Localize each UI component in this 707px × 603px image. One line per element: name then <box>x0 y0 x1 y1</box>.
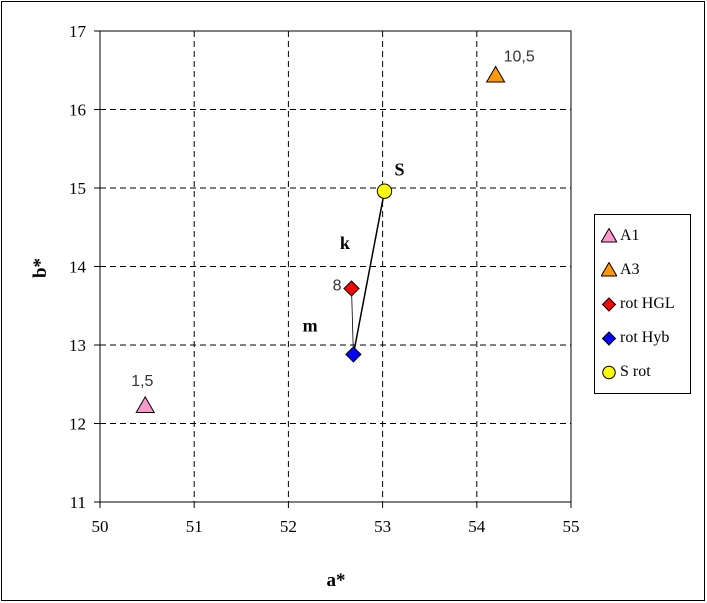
annotation-m: m <box>303 316 318 336</box>
y-tick-label: 15 <box>69 179 86 198</box>
legend-marker-triangle-icon <box>601 262 617 277</box>
grid-layer <box>100 31 571 502</box>
legend-marker-shape <box>601 297 617 312</box>
legend-marker-circle-icon <box>602 365 616 380</box>
annotation-k: k <box>340 233 350 253</box>
y-tick-label: 13 <box>69 336 86 355</box>
x-tick-label: 53 <box>374 517 391 536</box>
data-point-rot-hyb <box>345 346 362 363</box>
legend: A1 A3 rot HGL rot Hyb S rot <box>594 214 691 394</box>
tick-layer: 50 51 52 53 54 55 11 12 13 14 15 16 17 <box>69 22 580 536</box>
data-labels: 1,5 10,5 8 Sk m <box>131 49 535 390</box>
legend-marker-shape <box>602 365 616 380</box>
legend-item-rot-hyb: rot Hyb <box>601 321 690 355</box>
y-tick-label: 11 <box>70 493 86 512</box>
legend-marker-triangle-icon <box>601 228 617 243</box>
legend-item-a1: A1 <box>601 219 690 253</box>
data-label-a1: 1,5 <box>131 373 153 390</box>
x-axis-title: a* <box>327 570 346 591</box>
data-point-s-rot <box>376 183 393 199</box>
legend-label: A1 <box>620 227 640 244</box>
legend-item-rot-hgl: rot HGL <box>601 287 690 321</box>
x-tick-label: 50 <box>92 517 109 536</box>
data-label-a3: 10,5 <box>504 49 535 66</box>
legend-label: S rot <box>620 363 651 380</box>
legend-label: rot Hyb <box>620 329 670 346</box>
data-point-rot-hgl <box>343 280 360 297</box>
x-tick-label: 55 <box>563 517 580 536</box>
y-tick-label: 16 <box>69 101 86 120</box>
legend-marker-shape <box>601 262 617 277</box>
x-tick-label: 52 <box>280 517 297 536</box>
legend-label: rot HGL <box>620 295 675 312</box>
legend-marker-diamond-icon <box>601 297 617 312</box>
connector-line <box>352 190 386 355</box>
legend-marker-shape <box>601 331 617 346</box>
x-tick-label: 51 <box>186 517 203 536</box>
legend-item-a3: A3 <box>601 253 690 287</box>
connector-line <box>351 288 354 355</box>
y-tick-label: 17 <box>69 22 87 41</box>
legend-label: A3 <box>620 261 640 278</box>
y-tick-label: 14 <box>69 258 87 277</box>
y-axis-title: b* <box>30 258 51 278</box>
data-label-rot-hgl: 8 <box>333 277 342 294</box>
legend-marker-shape <box>601 228 617 243</box>
data-points <box>135 65 506 414</box>
connector-lines <box>351 190 386 355</box>
annotation-S: S <box>395 159 405 179</box>
data-point-a1 <box>135 395 156 414</box>
x-tick-label: 54 <box>468 517 486 536</box>
legend-marker-diamond-icon <box>601 331 617 346</box>
data-point-a3 <box>485 65 506 83</box>
y-tick-label: 12 <box>69 415 86 434</box>
legend-item-s-rot: S rot <box>601 355 690 389</box>
